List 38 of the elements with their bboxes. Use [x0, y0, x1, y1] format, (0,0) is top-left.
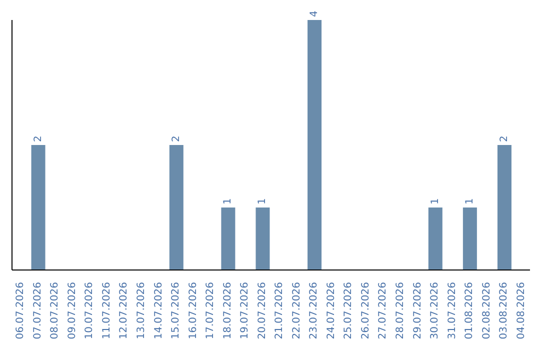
x-tick-label: 03.08.2026	[498, 282, 510, 340]
x-tick-label: 25.07.2026	[343, 282, 354, 340]
x-tick-label: 28.07.2026	[395, 282, 406, 340]
x-tick-label: 27.07.2026	[378, 282, 389, 340]
x-tick-label: 20.07.2026	[256, 282, 268, 340]
data-label: 1	[464, 198, 476, 204]
x-tick-label: 07.07.2026	[32, 282, 44, 340]
x-tick-label: 09.07.2026	[66, 282, 78, 340]
x-tick-label: 11.07.2026	[101, 282, 112, 340]
data-label: 1	[257, 198, 268, 204]
data-label: 2	[32, 136, 44, 142]
x-tick-label: 16.07.2026	[188, 282, 199, 340]
data-label: 4	[309, 10, 320, 17]
data-label: 1	[430, 198, 441, 204]
x-tick-label: 08.07.2026	[50, 282, 61, 340]
x-tick-label: 21.07.2026	[274, 282, 286, 340]
x-tick-label: 22.07.2026	[291, 282, 302, 340]
x-tick-label: 30.07.2026	[430, 282, 441, 340]
x-tick-label: 23.07.2026	[308, 282, 320, 340]
data-label: 2	[170, 136, 182, 142]
data-label: 1	[222, 198, 234, 204]
x-tick-label: 13.07.2026	[136, 282, 147, 340]
x-tick-label: 26.07.2026	[360, 282, 372, 340]
x-tick-label: 04.08.2026	[516, 282, 527, 340]
x-tick-label: 10.07.2026	[84, 282, 96, 340]
x-tick-label: 18.07.2026	[222, 282, 234, 340]
x-tick-label: 06.07.2026	[15, 282, 26, 340]
x-tick-label: 17.07.2026	[205, 282, 216, 340]
x-tick-label: 24.07.2026	[326, 282, 337, 340]
x-tick-label: 19.07.2026	[240, 282, 251, 340]
x-tick-label: 12.07.2026	[118, 282, 130, 340]
x-tick-label: 14.07.2026	[153, 282, 164, 340]
x-tick-label: 29.07.2026	[412, 282, 424, 340]
x-tick-label: 01.08.2026	[464, 282, 476, 340]
x-tick-label: 31.07.2026	[446, 282, 458, 340]
x-tick-label: 02.08.2026	[481, 282, 492, 340]
data-label: 2	[498, 136, 510, 142]
x-tick-label: 15.07.2026	[170, 282, 182, 340]
